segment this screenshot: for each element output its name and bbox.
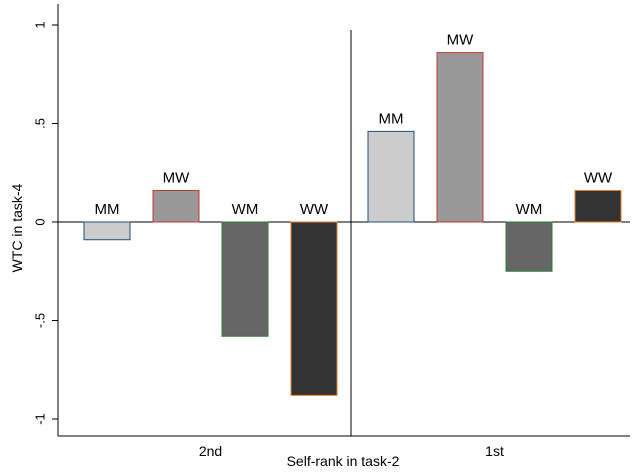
bar-label: WW <box>584 169 613 186</box>
bar-2nd-wm <box>221 221 269 337</box>
bar-label: MM <box>379 110 404 127</box>
bar-2nd-ww <box>290 221 338 396</box>
bar-label: WW <box>300 201 329 218</box>
y-axis-title: WTC in task-4 <box>9 183 25 272</box>
y-tick-label: 1 <box>33 21 48 28</box>
bar-1st-ww <box>574 189 622 223</box>
bar-1st-mw <box>436 52 484 223</box>
bar-label: MM <box>95 201 120 218</box>
y-tick-label: -.5 <box>33 313 48 328</box>
y-tick-label: .5 <box>33 118 48 129</box>
x-axis-title: Self-rank in task-2 <box>287 453 400 468</box>
bar-label: WM <box>516 201 543 218</box>
plot-area: 1 .5 0 -.5 -1 MM MW WM WW 2nd MM MW WM WW 1st <box>33 4 630 459</box>
x-group-label: 1st <box>485 443 504 459</box>
bar-label: MW <box>163 169 190 186</box>
y-tick-label: 0 <box>33 218 48 225</box>
bar-2nd-mm <box>83 221 131 241</box>
x-group-label: 2nd <box>199 443 222 459</box>
bar-label: WM <box>232 201 259 218</box>
bar-label: MW <box>447 32 474 49</box>
bar-1st-wm <box>505 221 553 272</box>
bar-1st-mm <box>367 130 415 223</box>
y-tick-label: -1 <box>33 413 48 425</box>
bar-2nd-mw <box>152 189 200 223</box>
